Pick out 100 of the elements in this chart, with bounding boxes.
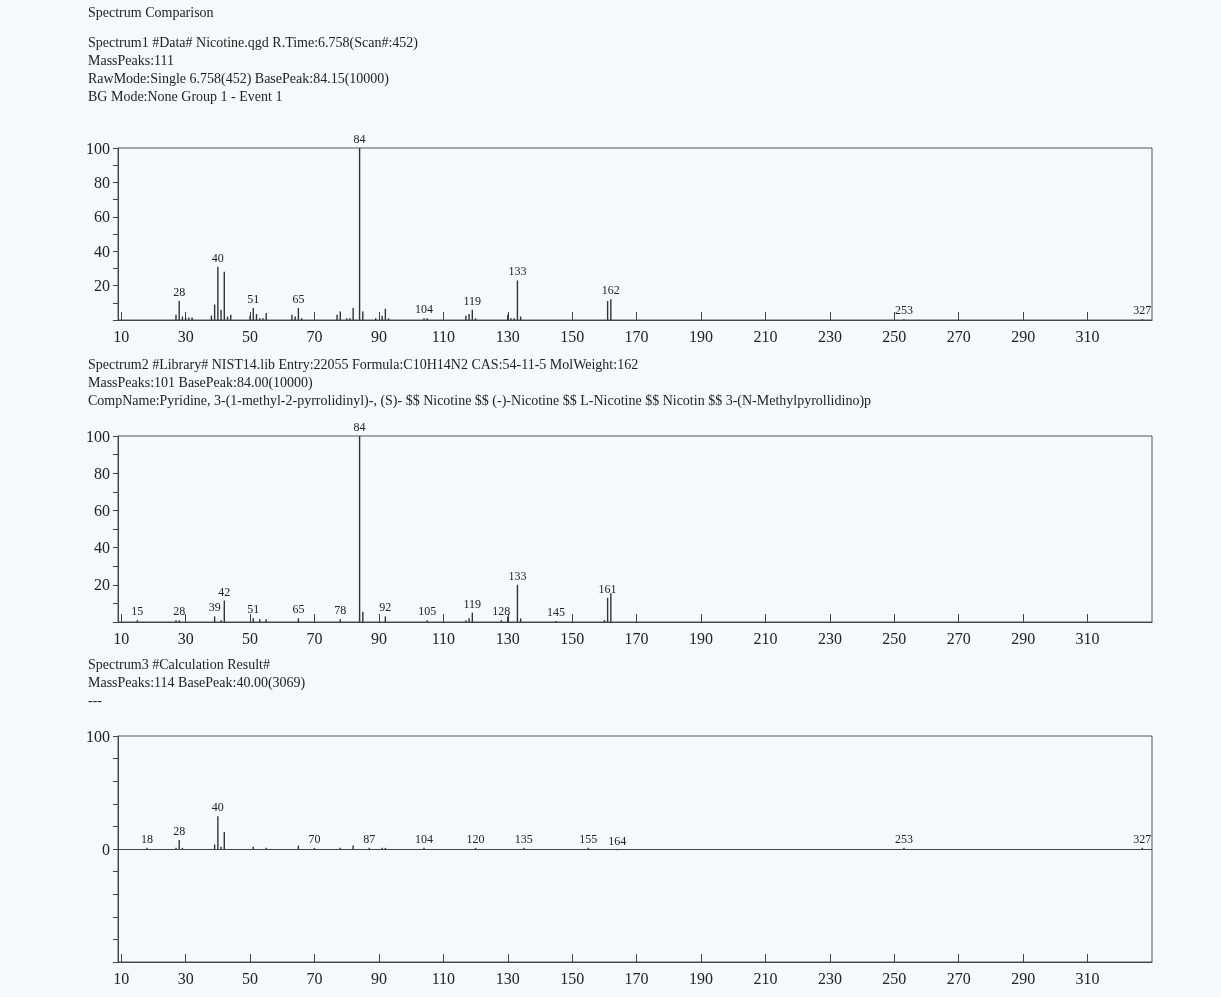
x-tick-label: 70 bbox=[306, 327, 323, 345]
x-tick-label: 10 bbox=[113, 969, 130, 987]
x-tick-label: 110 bbox=[431, 969, 456, 987]
text: MassPeaks:101 BasePeak:84.00(10000) bbox=[88, 374, 314, 392]
x-tick-label: 70 bbox=[306, 629, 323, 647]
text: Spectrum1 #Data# Nicotine.qgd R.Time:6.758(Scan#:452) bbox=[88, 34, 418, 52]
annotation: 161 bbox=[598, 581, 617, 596]
annotation: 253 bbox=[894, 831, 913, 846]
x-tick-label: 230 bbox=[817, 327, 842, 345]
annotation: 119 bbox=[463, 596, 482, 611]
y-tick-label: 40 bbox=[94, 242, 110, 260]
annotation: 28 bbox=[173, 285, 186, 300]
y-tick-label: 100 bbox=[86, 139, 110, 157]
text: Spectrum2 #Library# NIST14.lib Entry:22055 Formula:C10H14N2 CAS:54-11-5 MolWeight:162 bbox=[88, 356, 640, 374]
annotation: 135 bbox=[514, 831, 533, 846]
annotation: 84 bbox=[353, 132, 366, 146]
annotation: 119 bbox=[463, 293, 482, 308]
y-tick-label: 40 bbox=[94, 539, 110, 557]
x-tick-label: 270 bbox=[946, 629, 971, 647]
x-tick-label: 190 bbox=[689, 969, 714, 987]
x-tick-label: 210 bbox=[753, 327, 778, 345]
y-tick-label: 20 bbox=[94, 576, 110, 594]
text: MassPeaks:111 bbox=[88, 52, 176, 70]
annotation: 18 bbox=[140, 831, 153, 846]
annotation: 104 bbox=[415, 302, 434, 317]
annotation: 51 bbox=[247, 291, 260, 306]
x-tick-label: 70 bbox=[306, 969, 323, 987]
annotation: 87 bbox=[363, 831, 376, 846]
annotation: 15 bbox=[131, 604, 144, 619]
x-tick-label: 150 bbox=[560, 969, 585, 987]
x-tick-label: 50 bbox=[242, 629, 259, 647]
x-tick-label: 130 bbox=[495, 629, 520, 647]
text: BG Mode:None Group 1 - Event 1 bbox=[88, 88, 284, 106]
annotation: 78 bbox=[334, 603, 347, 618]
x-tick-label: 90 bbox=[370, 327, 387, 345]
x-tick-label: 250 bbox=[882, 969, 907, 987]
annotation: 162 bbox=[601, 283, 620, 298]
y-tick-label: 100 bbox=[86, 727, 110, 745]
y-tick-label: 80 bbox=[94, 173, 110, 191]
annotation: 28 bbox=[173, 823, 186, 838]
annotation: 40 bbox=[211, 250, 224, 265]
y-tick-label: 20 bbox=[94, 277, 110, 295]
annotation: 51 bbox=[247, 602, 260, 617]
x-tick-label: 310 bbox=[1075, 629, 1100, 647]
annotation: 253 bbox=[894, 303, 913, 318]
x-tick-label: 210 bbox=[753, 629, 778, 647]
x-tick-label: 230 bbox=[817, 969, 842, 987]
x-tick-label: 250 bbox=[882, 629, 907, 647]
annotation: 327 bbox=[1133, 303, 1152, 318]
x-tick-label: 50 bbox=[242, 969, 259, 987]
x-tick-label: 30 bbox=[177, 969, 194, 987]
x-tick-label: 210 bbox=[753, 969, 778, 987]
x-tick-label: 290 bbox=[1011, 629, 1036, 647]
x-tick-label: 190 bbox=[689, 629, 714, 647]
x-tick-label: 250 bbox=[882, 327, 907, 345]
annotation: 120 bbox=[466, 831, 485, 846]
x-tick-label: 150 bbox=[560, 629, 585, 647]
x-tick-label: 130 bbox=[495, 327, 520, 345]
x-tick-label: 30 bbox=[177, 327, 194, 345]
annotation: 155 bbox=[579, 831, 598, 846]
annotation: 70 bbox=[308, 831, 321, 846]
x-tick-label: 30 bbox=[177, 629, 194, 647]
x-tick-label: 290 bbox=[1011, 327, 1036, 345]
y-tick-label: 80 bbox=[94, 464, 110, 482]
text: Spectrum3 #Calculation Result# bbox=[88, 656, 271, 674]
annotation: 145 bbox=[547, 605, 566, 620]
annotation: 40 bbox=[211, 800, 224, 815]
text: --- bbox=[88, 692, 103, 710]
y-tick-label: 0 bbox=[102, 840, 110, 858]
annotation: 105 bbox=[418, 604, 437, 619]
annotation: 133 bbox=[508, 568, 527, 583]
x-tick-label: 90 bbox=[370, 969, 387, 987]
x-tick-label: 170 bbox=[624, 969, 649, 987]
annotation: 327 bbox=[1133, 831, 1152, 846]
x-tick-label: 130 bbox=[495, 969, 520, 987]
annotation: 104 bbox=[415, 831, 434, 846]
x-tick-label: 90 bbox=[370, 629, 387, 647]
chart-title: Spectrum Comparison bbox=[88, 4, 215, 22]
x-tick-label: 230 bbox=[817, 629, 842, 647]
x-tick-label: 110 bbox=[431, 629, 456, 647]
annotation: 128 bbox=[492, 604, 511, 619]
text: CompName:Pyridine, 3-(1-methyl-2-pyrrolidinyl)-, (S)- $$ Nicotine $$ (-)-Nicotine $$ L-Nicotine $$ Nicotin $$ 3-(N-Methylpyrollidino)p bbox=[88, 392, 872, 410]
annotation: 164 bbox=[608, 834, 627, 849]
annotation: 65 bbox=[292, 602, 305, 617]
text: RawMode:Single 6.758(452) BasePeak:84.15(10000) bbox=[88, 70, 390, 88]
y-tick-label: 100 bbox=[86, 427, 110, 445]
x-tick-label: 310 bbox=[1075, 969, 1100, 987]
y-tick-label: 60 bbox=[94, 208, 110, 226]
x-tick-label: 190 bbox=[689, 327, 714, 345]
x-tick-label: 110 bbox=[431, 327, 456, 345]
text: MassPeaks:114 BasePeak:40.00(3069) bbox=[88, 674, 306, 692]
x-tick-label: 310 bbox=[1075, 327, 1100, 345]
x-tick-label: 270 bbox=[946, 969, 971, 987]
annotation: 39 bbox=[208, 600, 221, 615]
annotation: 42 bbox=[218, 584, 231, 599]
annotation: 92 bbox=[379, 600, 392, 615]
annotation: 84 bbox=[353, 420, 366, 434]
x-tick-label: 170 bbox=[624, 629, 649, 647]
x-tick-label: 150 bbox=[560, 327, 585, 345]
x-tick-label: 10 bbox=[113, 327, 130, 345]
